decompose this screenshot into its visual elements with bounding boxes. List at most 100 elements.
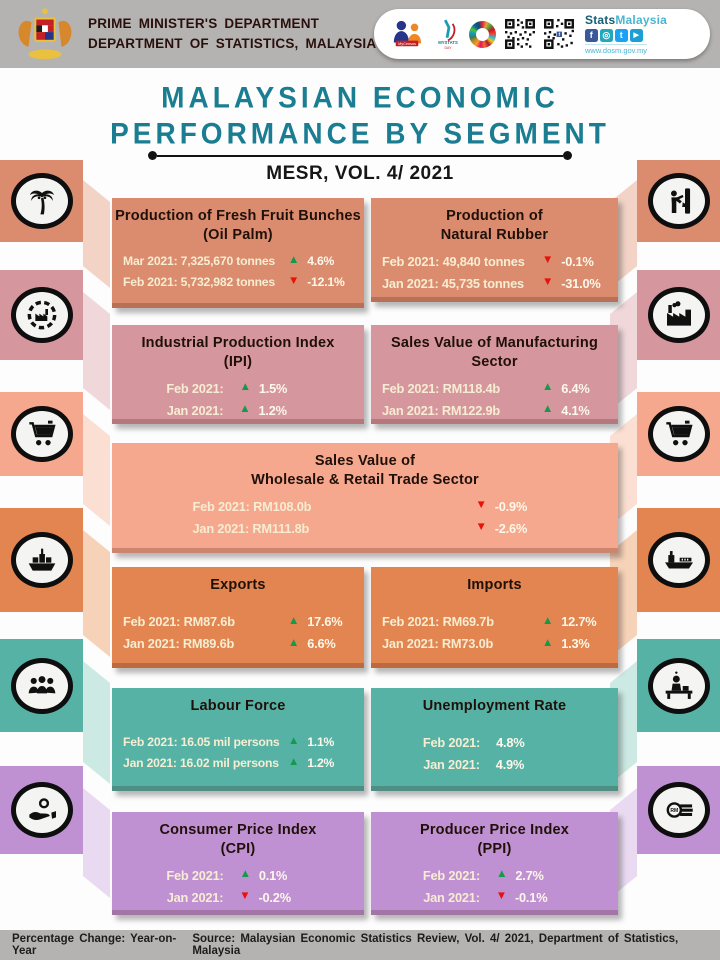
shopping-cart-icon <box>28 420 56 446</box>
stat-row: Jan 2021: ▲ 1.2% <box>166 402 287 418</box>
stat-row: Jan 2021: 16.02 mil persons ▲ 1.2% <box>123 755 335 770</box>
card-title: Labour Force <box>190 698 286 714</box>
card-title: Production of Fresh Fruit Bunches <box>115 208 361 224</box>
stat-row: Feb 2021: 49,840 tonnes ▼ -0.1% <box>382 253 594 269</box>
ribbon-chevron <box>83 292 110 410</box>
qr-code-1 <box>505 19 535 49</box>
ribbon-chevron <box>83 788 110 898</box>
dept-line2: DEPARTMENT OF STATISTICS, MALAYSIA <box>88 36 377 51</box>
up-arrow-icon: ▲ <box>542 403 554 416</box>
svg-text:f: f <box>559 32 561 38</box>
stat-row: Jan 2021: 4.9% <box>423 756 525 772</box>
stat-row: Jan 2021: RM111.8b ▼ -2.6% <box>192 520 528 536</box>
card-title: Consumer Price Index <box>159 822 317 838</box>
card-ppi: Producer Price Index (PPI) Feb 2021: ▲ 2.7… <box>371 812 618 915</box>
stat-row: Jan 2021: RM122.9b ▲ 4.1% <box>382 402 590 418</box>
cargo-ship-icon <box>28 548 55 571</box>
up-arrow-icon: ▲ <box>288 735 300 748</box>
footer-bar: Percentage Change: Year-on-Year Source: … <box>0 930 720 960</box>
card-title: Exports <box>210 577 266 593</box>
sdg-wheel-logo <box>469 20 496 48</box>
down-arrow-icon: ▼ <box>288 274 300 287</box>
stat-row: Jan 2021: 45,735 tonnes ▼ -31.0% <box>382 275 601 291</box>
instagram-icon: ◎ <box>600 29 613 42</box>
segment-block-exports <box>0 508 83 612</box>
card-natural-rubber: Production of Natural Rubber Feb 2021: 49… <box>371 198 618 302</box>
rubber-tapper-icon <box>670 188 690 214</box>
down-arrow-icon: ▼ <box>542 254 554 267</box>
down-arrow-icon: ▼ <box>475 499 487 512</box>
card-title: Producer Price Index <box>419 822 570 838</box>
website-url: www.dosm.gov.my <box>585 43 647 55</box>
up-arrow-icon: ▲ <box>542 636 554 649</box>
stat-row: Feb 2021: 4.8% <box>422 734 525 750</box>
stat-row: Feb 2021: RM118.4b ▲ 6.4% <box>382 380 590 396</box>
page-title: MALAYSIAN ECONOMIC PERFORMANCE BY SEGMEN… <box>0 80 720 153</box>
footer-source: Source: Malaysian Economic Statistics Re… <box>192 933 679 957</box>
stat-row: Feb 2021: RM87.6b ▲ 17.6% <box>123 613 343 629</box>
down-arrow-icon: ▼ <box>542 276 554 289</box>
mycensus-mascot-logo: MyCensus <box>393 20 422 47</box>
card-wholesale-retail-sales: Sales Value of Wholesale & Retail Trade S… <box>112 443 618 553</box>
segment-block-ppi: RM <box>637 766 720 854</box>
up-arrow-icon: ▲ <box>239 403 251 416</box>
svg-text:DAY: DAY <box>445 46 453 50</box>
volume-subtitle: MESR, VOL. 4/ 2021 <box>266 163 454 184</box>
stat-row: Feb 2021: 5,732,982 tonnes ▼ -12.1% <box>123 274 345 289</box>
segment-block-labour <box>0 639 83 732</box>
card-title: Sales Value of Manufacturing <box>390 335 599 351</box>
card-title: Industrial Production Index <box>141 335 335 351</box>
mystats-day-logo: MYSTATS DAY <box>438 19 458 50</box>
svg-text:MYSTATS: MYSTATS <box>438 40 458 45</box>
title-line2: PERFORMANCE BY SEGMENT <box>110 117 610 151</box>
malaysia-coat-of-arms <box>18 8 72 60</box>
segment-block-rubber <box>637 160 720 242</box>
factory-icon <box>666 301 691 326</box>
stat-row: Jan 2021: RM73.0b ▲ 1.3% <box>382 635 590 651</box>
stat-row: Jan 2021: ▼ -0.2% <box>166 889 291 905</box>
card-ipi: Industrial Production Index (IPI) Feb 202… <box>112 325 364 424</box>
svg-text:RM: RM <box>670 808 678 814</box>
industry-gear-icon <box>27 300 56 330</box>
segment-block-ipi <box>0 270 83 360</box>
tanker-ship-icon <box>664 551 693 569</box>
up-arrow-icon: ▲ <box>239 868 251 881</box>
up-arrow-icon: ▲ <box>542 381 554 394</box>
ribbon-chevron <box>83 180 110 288</box>
facebook-icon: f <box>585 29 598 42</box>
logo-strip: MyCensus MYSTATS DAY <box>374 9 710 59</box>
card-title: Imports <box>467 577 522 593</box>
svg-text:MyCensus: MyCensus <box>398 42 416 46</box>
stat-row: Feb 2021: RM69.7b ▲ 12.7% <box>382 613 597 629</box>
segment-block-wholesale <box>0 392 83 476</box>
stats-malaysia-brand: StatsMalaysia f ◎ t ▶ www.dosm.gov.my <box>585 13 667 55</box>
qr-code-2-facebook: f <box>544 19 574 49</box>
up-arrow-icon: ▲ <box>496 868 508 881</box>
card-title: Production of <box>446 208 543 224</box>
shopping-cart-icon <box>665 420 693 446</box>
segment-block-retail <box>637 392 720 476</box>
stat-row: Mar 2021: 7,325,670 tonnes ▲ 4.6% <box>123 253 335 268</box>
dept-line1: PRIME MINISTER'S DEPARTMENT <box>88 16 320 32</box>
down-arrow-icon: ▼ <box>239 890 251 903</box>
card-cpi: Consumer Price Index (CPI) Feb 2021: ▲ 0.1… <box>112 812 364 915</box>
twitter-icon: t <box>615 29 628 42</box>
up-arrow-icon: ▲ <box>542 614 554 627</box>
card-manufacturing-sales: Sales Value of Manufacturing Sector Feb 2… <box>371 325 618 424</box>
youtube-icon: ▶ <box>630 29 643 42</box>
up-arrow-icon: ▲ <box>288 636 300 649</box>
card-exports: Exports Feb 2021: RM87.6b ▲ 17.6% Jan 202… <box>112 567 364 668</box>
up-arrow-icon: ▲ <box>288 253 300 266</box>
stat-row: Feb 2021: RM108.0b ▼ -0.9% <box>192 498 528 514</box>
title-line1: MALAYSIAN ECONOMIC <box>161 80 559 114</box>
divider-dot-left <box>148 151 157 160</box>
up-arrow-icon: ▲ <box>288 614 300 627</box>
card-unemployment-rate: Unemployment Rate Feb 2021: 4.8% Jan 202… <box>371 688 618 791</box>
card-labour-force: Labour Force Feb 2021: 16.05 mil persons… <box>112 688 364 791</box>
card-imports: Imports Feb 2021: RM69.7b ▲ 12.7% Jan 202… <box>371 567 618 668</box>
stat-row: Feb 2021: ▲ 2.7% <box>422 867 544 883</box>
social-icons: f ◎ t ▶ <box>585 29 643 42</box>
stat-row: Feb 2021: 16.05 mil persons ▲ 1.1% <box>123 734 335 749</box>
ringgit-coins-icon: RM <box>666 802 693 818</box>
segment-block-unemployment <box>637 639 720 732</box>
